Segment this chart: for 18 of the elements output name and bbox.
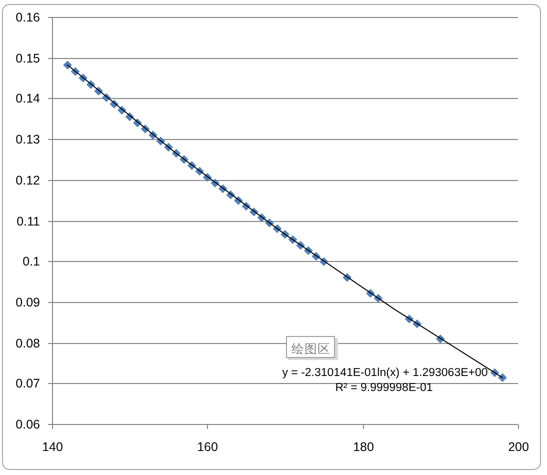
- y-tick-label: 0.06: [16, 418, 40, 432]
- y-tick-label: 0.15: [16, 52, 40, 66]
- x-tick-label: 180: [353, 440, 374, 454]
- y-tick-label: 0.14: [16, 92, 40, 106]
- y-tick-label: 0.11: [16, 214, 40, 228]
- y-tick-label: 0.08: [16, 336, 40, 350]
- x-tick-label: 200: [508, 440, 529, 454]
- x-tick-label: 140: [42, 440, 63, 454]
- annotation: R² = 9.999998E-01: [335, 382, 433, 394]
- y-tick-label: 0.13: [16, 132, 40, 146]
- y-tick-label: 0.1: [22, 254, 40, 268]
- annotation: y = -2.310141E-01ln(x) + 1.293063E+00: [282, 367, 488, 379]
- annotation: 绘图区: [292, 342, 330, 356]
- y-tick-label: 0.07: [16, 376, 40, 390]
- y-tick-label: 0.09: [16, 296, 40, 310]
- y-tick-label: 0.16: [16, 10, 40, 24]
- y-tick-label: 0.12: [16, 174, 40, 188]
- x-tick-label: 160: [197, 440, 218, 454]
